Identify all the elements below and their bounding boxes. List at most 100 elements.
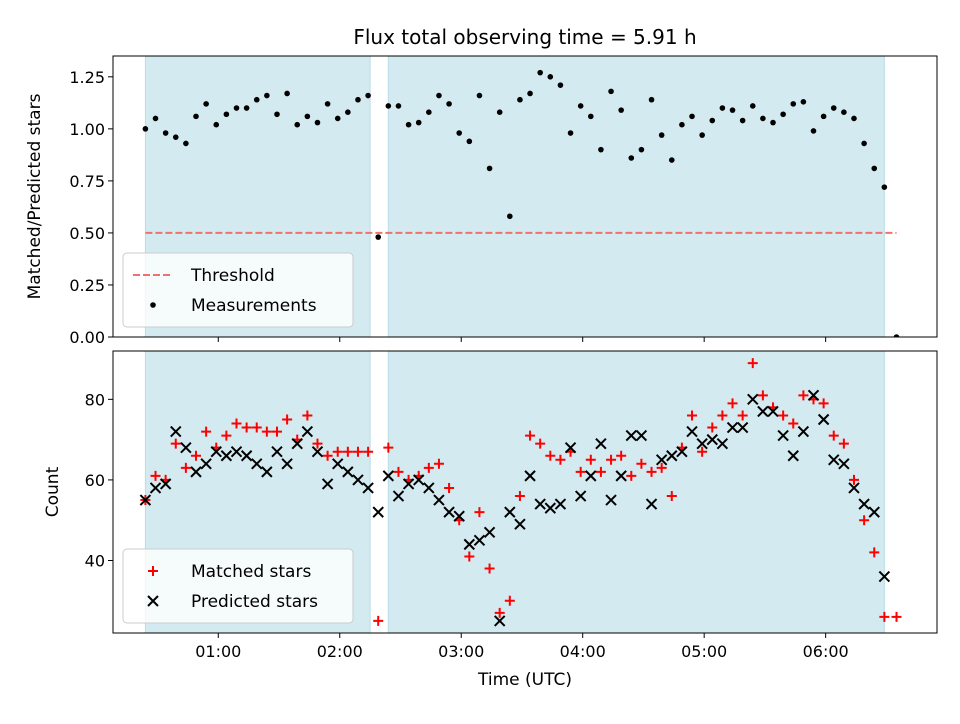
axes-frame (112, 55, 938, 338)
legend-matched-swatch (148, 566, 158, 576)
measurement-point (557, 82, 564, 88)
measurement-point (264, 92, 270, 99)
observing-window-2 (387, 55, 885, 338)
legend: Matched stars Predicted stars (122, 548, 354, 624)
matched-star-point (241, 422, 252, 433)
predicted-star-point (625, 429, 637, 442)
measurement-point (415, 119, 422, 126)
predicted-star-point (605, 494, 617, 506)
predicted-star-point (585, 470, 597, 482)
x-tick-label: 01:00 (195, 642, 241, 661)
matched-star-point (737, 410, 748, 421)
panel-1: 0.00 0.25 0.50 0.75 1.00 1.25 Flux total obser… (25, 25, 938, 347)
measurement-point (345, 109, 351, 115)
predicted-star-point (240, 450, 253, 462)
predicted-star-point (362, 482, 374, 494)
predicted-star-point (463, 538, 476, 551)
predicted-star-point (828, 454, 840, 466)
predicted-star-point (251, 458, 263, 470)
predicted-star-point (453, 510, 465, 522)
predicted-star-point (200, 458, 212, 470)
measurement-point (527, 90, 533, 97)
measurement-point (304, 113, 311, 120)
matched-star-point (221, 430, 232, 441)
measurement-point (679, 121, 685, 128)
legend: Threshold Measurements (122, 252, 354, 328)
matched-star-point (848, 474, 859, 485)
measurement-point (841, 109, 847, 115)
panel-2: 40 60 80 01:00 02:00 03:00 04:00 05:00 06:00 Time… (43, 350, 938, 690)
matched-star-point (251, 422, 262, 433)
matched-star-point (464, 551, 475, 562)
y-tick-label: 1.25 (69, 68, 105, 87)
legend-predicted-swatch (147, 595, 159, 607)
predicted-star-point (210, 446, 222, 458)
y-tick-label: 0.50 (69, 224, 105, 243)
measurement-point (780, 111, 786, 118)
matched-star-point (606, 454, 617, 465)
predicted-star-point (372, 506, 384, 518)
measurement-point (193, 113, 199, 120)
matched-star-point (312, 438, 323, 449)
predicted-star-point (736, 421, 749, 434)
predicted-star-point (645, 498, 658, 510)
measurement-point (466, 138, 473, 145)
measurement-point (365, 92, 371, 99)
matched-star-point (859, 515, 870, 526)
measurement-point (274, 111, 280, 118)
legend-label: Predicted stars (191, 592, 318, 612)
matched-star-point (545, 450, 556, 461)
predicted-star-point (544, 502, 557, 514)
matched-star-point (322, 450, 333, 461)
predicted-star-point (281, 458, 293, 470)
matched-star-point (474, 507, 485, 518)
x-tick-label: 06:00 (803, 642, 849, 661)
predicted-star-point (311, 446, 324, 458)
y-axis-label: Matched/Predicted stars (25, 93, 45, 299)
matched-star-point (494, 607, 505, 618)
matched-star-point (757, 390, 768, 401)
matched-star-point (352, 446, 363, 457)
measurement-point (668, 157, 675, 163)
matched-star-point (514, 491, 525, 502)
predicted-star-point (666, 450, 678, 462)
predicted-star-point (291, 437, 303, 450)
matched-star-point (423, 462, 434, 473)
measurement-point (689, 113, 695, 120)
measurement-point (760, 115, 766, 122)
matched-star-point (585, 454, 596, 465)
predicted-star-point (392, 490, 405, 502)
matched-star-point (332, 446, 343, 457)
predicted-star-point (676, 446, 688, 458)
measurement-point (810, 128, 817, 134)
legend-label: Threshold (190, 266, 275, 286)
measurement-point (587, 113, 594, 120)
matched-star-point (666, 491, 677, 502)
predicted-star-point (757, 405, 769, 418)
matched-star-point (282, 414, 293, 425)
matched-star-point (891, 611, 902, 622)
measurement-point (608, 88, 614, 95)
matched-star-point (595, 466, 606, 477)
measurement-point (172, 134, 179, 140)
series-measurements (142, 69, 900, 337)
y-tick-label: 0.00 (69, 328, 105, 347)
matched-star-point (271, 426, 282, 437)
predicted-star-point (220, 450, 233, 462)
y-tick-label: 40 (85, 551, 105, 570)
matched-star-point (636, 458, 647, 469)
matched-star-point (150, 470, 161, 481)
measurement-point (314, 119, 321, 126)
predicted-star-point (402, 478, 415, 490)
measurement-point (253, 96, 260, 103)
predicted-star-point (868, 506, 880, 518)
measurement-point (405, 121, 412, 128)
matched-star-point (555, 454, 566, 465)
legend-label: Measurements (191, 296, 317, 316)
matched-star-point (504, 595, 515, 606)
measurement-point (334, 115, 341, 122)
predicted-star-point (382, 470, 395, 482)
predicted-star-point (514, 518, 526, 530)
matched-star-point (717, 410, 728, 421)
